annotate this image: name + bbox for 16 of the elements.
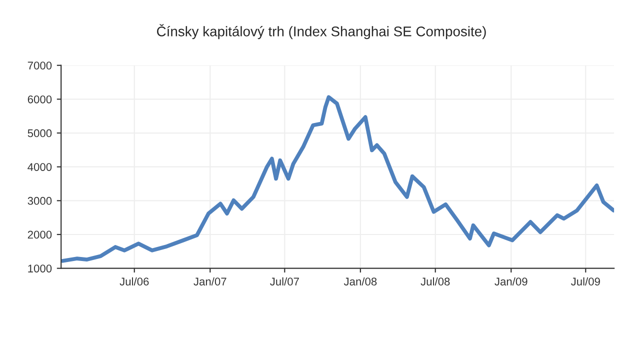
y-tick-label: 7000 [28,62,52,70]
x-tick-label: Jan/08 [344,277,377,286]
y-tick-label: 3000 [28,196,52,205]
x-tick-label: Jul/07 [270,277,299,286]
x-tick-label: Jan/07 [194,277,226,286]
y-tick-label: 1000 [28,264,52,272]
y-tick-label: 4000 [28,163,52,171]
x-tick-label: Jan/09 [494,277,528,286]
y-tick-label: 5000 [28,129,52,138]
y-tick-label: 6000 [28,95,52,104]
line-series [61,95,614,263]
chart-title: Čínsky kapitálový trh (Index Shanghai SE Composite) [157,24,486,40]
x-tick-label: Jul/06 [120,277,149,286]
x-tick-label: Jul/08 [420,277,450,286]
x-tick-label: Jul/09 [571,277,600,286]
y-tick-label: 2000 [28,230,52,239]
